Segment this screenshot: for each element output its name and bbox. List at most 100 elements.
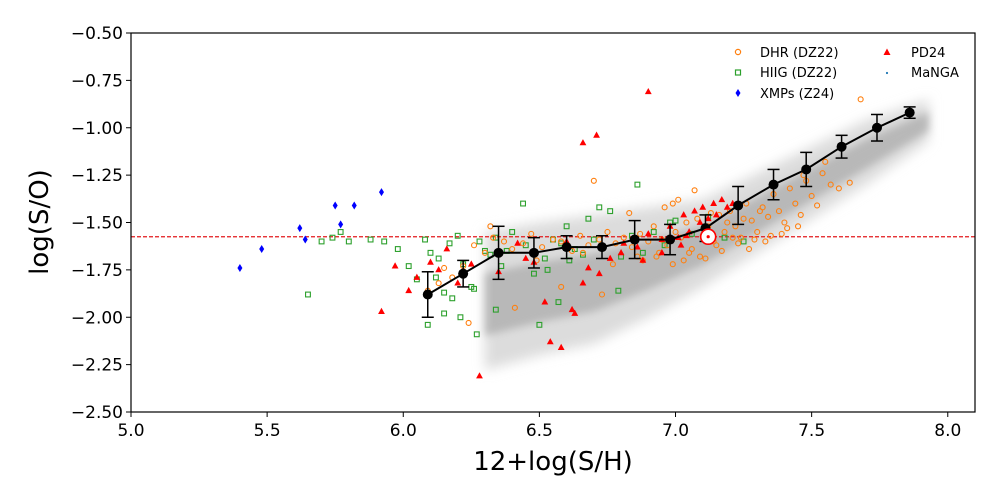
pd24-point [595, 269, 603, 277]
dhr-point [713, 242, 720, 249]
pd24-point [634, 243, 641, 250]
dhr-point [490, 234, 497, 241]
plot-area [131, 87, 975, 379]
dhr-point [745, 245, 753, 253]
hiig-point [345, 238, 352, 245]
dhr-point [846, 179, 853, 186]
pd24-point [677, 241, 685, 248]
xmp-point [332, 201, 338, 210]
pd24-point [454, 279, 462, 286]
pd24-point [413, 273, 421, 280]
dhr-point [765, 213, 772, 220]
dhr-point [650, 223, 657, 230]
pd24-point [571, 309, 579, 316]
median-point [629, 234, 640, 245]
pd24-point [405, 286, 413, 294]
xmp-point [351, 201, 357, 210]
legend-dhr-marker [734, 48, 742, 56]
pd24-point [568, 305, 576, 313]
dhr-point [626, 209, 633, 217]
dhr-point [577, 232, 584, 239]
pd24-point [617, 249, 625, 256]
x-tick-label: 7.0 [662, 421, 689, 441]
dhr-point [669, 261, 676, 268]
dhr-point [754, 228, 761, 236]
hiig-point [481, 247, 488, 254]
dhr-point [683, 219, 690, 226]
dhr-point [470, 242, 478, 249]
pd24-point [696, 218, 704, 225]
pd24-point [704, 214, 712, 222]
dhr-point [767, 232, 774, 239]
dhr-point [609, 261, 616, 268]
dhr-point [675, 196, 682, 203]
dhr-point [729, 234, 736, 241]
pd24-point [699, 203, 707, 210]
dhr-point [590, 177, 597, 184]
hiig-point [457, 314, 464, 321]
dhr-point [718, 247, 725, 254]
hiig-point [544, 266, 551, 273]
dhr-point [528, 230, 535, 237]
median-point [458, 268, 469, 279]
hiig-point [585, 215, 592, 222]
hiig-point [740, 238, 747, 245]
dhr-point [784, 225, 791, 232]
hiig-point [661, 242, 668, 249]
dhr-point [509, 245, 516, 253]
y-tick-label: −2.25 [71, 356, 123, 376]
dhr-point [724, 219, 731, 226]
x-tick-label: 7.5 [798, 421, 825, 441]
hiig-point [441, 289, 448, 296]
pd24-point [658, 249, 666, 256]
hiig-point [607, 208, 614, 215]
legend-manga-label: MaNGA [911, 66, 959, 81]
pd24-point [467, 260, 475, 267]
pd24-point [391, 262, 399, 269]
legend-hiig-marker [734, 69, 742, 76]
hiig-point [446, 240, 453, 247]
solar-symbol-dot [706, 235, 710, 239]
dhr-point [721, 228, 728, 236]
dhr-point [686, 249, 693, 256]
dhr-point [735, 240, 742, 247]
dhr-point [835, 185, 842, 192]
hiig-point [424, 321, 431, 328]
dhr-point [661, 204, 668, 211]
dhr-point [696, 253, 704, 260]
dhr-point [604, 228, 611, 236]
data-points-layer [237, 87, 864, 379]
pd24-point [593, 131, 600, 138]
hiig-point [492, 306, 499, 313]
dhr-point [781, 219, 788, 226]
hiig-point [441, 310, 448, 317]
hiig-point [305, 291, 311, 298]
xmp-point [237, 263, 243, 272]
legend-pd24-label: PD24 [911, 46, 945, 61]
legend-hiig-label: HIIG (DZ22) [760, 66, 837, 81]
median-point [733, 200, 744, 211]
median-point [493, 247, 504, 258]
hiig-point [615, 287, 622, 294]
dhr-point [672, 228, 679, 236]
dhr-point [694, 215, 701, 222]
hiig-point [650, 229, 657, 235]
y-tick-label: −1.75 [71, 261, 123, 281]
hiig-point [337, 229, 344, 235]
median-point [801, 164, 812, 175]
x-tick-label: 5.5 [254, 421, 281, 441]
pd24-point [579, 279, 587, 286]
pd24-point [546, 338, 554, 345]
dhr-point [669, 200, 676, 207]
dhr-point [794, 223, 802, 230]
pd24-point [606, 254, 614, 261]
x-tick-label: 6.5 [526, 421, 553, 441]
hiig-point [405, 263, 412, 270]
x-axis-ticks: 5.0 5.5 6.0 6.5 7.0 7.5 8.0 [117, 412, 961, 441]
median-point [528, 247, 539, 258]
hiig-point [672, 217, 679, 224]
pd24-point [435, 266, 443, 273]
median-point [561, 242, 572, 253]
hiig-point [596, 204, 603, 211]
